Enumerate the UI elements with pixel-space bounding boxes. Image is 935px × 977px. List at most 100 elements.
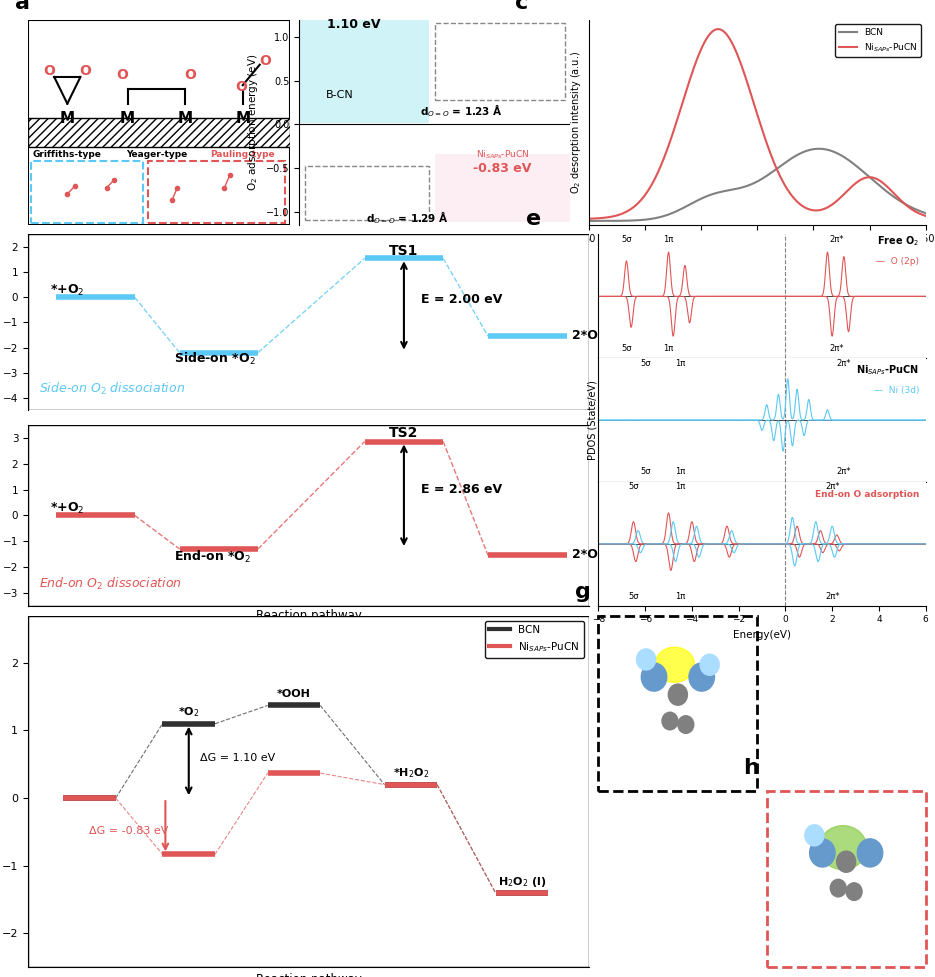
Ni$_{SAPs}$-PuCN: [860, 172, 871, 184]
Text: Pauling-type: Pauling-type: [210, 150, 275, 159]
Text: O: O: [79, 64, 92, 78]
Ni$_{SAPs}$-PuCN: [920, 210, 931, 222]
Text: 2π*: 2π*: [829, 344, 844, 353]
Text: TS1: TS1: [389, 243, 419, 258]
Circle shape: [662, 712, 678, 730]
BCN: [784, 154, 795, 166]
Ni$_{SAPs}$-PuCN: [913, 207, 924, 219]
X-axis label: Temperature (°C): Temperature (°C): [712, 250, 802, 260]
Text: 2π*: 2π*: [837, 359, 851, 368]
BCN: [860, 168, 871, 180]
Bar: [28, 118, 290, 147]
Bar: [31, 161, 143, 223]
Circle shape: [805, 825, 824, 846]
Text: Yeager-type: Yeager-type: [125, 150, 187, 159]
Text: g: g: [574, 582, 590, 602]
Text: O: O: [236, 80, 248, 94]
Circle shape: [857, 839, 883, 867]
Text: *+O$_2$: *+O$_2$: [50, 500, 85, 516]
Text: M: M: [236, 111, 251, 126]
Text: M: M: [60, 111, 75, 126]
Line: BCN: BCN: [589, 149, 926, 221]
Circle shape: [637, 649, 655, 670]
Text: M: M: [120, 111, 135, 126]
Text: O: O: [184, 68, 196, 82]
Bar: [435, 154, 570, 222]
Text: ΔG = -0.83 eV: ΔG = -0.83 eV: [90, 827, 169, 836]
Text: 1π: 1π: [664, 344, 673, 353]
X-axis label: Energy(eV): Energy(eV): [733, 630, 791, 640]
Text: ΔG = 1.10 eV: ΔG = 1.10 eV: [200, 753, 276, 763]
Text: -0.83 eV: -0.83 eV: [473, 162, 532, 175]
Text: 2π*: 2π*: [829, 234, 844, 243]
Text: End-on O adsorption: End-on O adsorption: [814, 489, 919, 499]
Ni$_{SAPs}$-PuCN: [746, 91, 757, 103]
X-axis label: Reaction pathway: Reaction pathway: [255, 973, 362, 977]
Text: Side-on O$_2$ dissociation: Side-on O$_2$ dissociation: [39, 381, 185, 397]
BCN: [743, 180, 755, 191]
Circle shape: [846, 883, 862, 901]
Text: E = 2.00 eV: E = 2.00 eV: [421, 293, 502, 306]
Text: 1π: 1π: [675, 482, 685, 491]
Text: a: a: [15, 0, 30, 14]
Circle shape: [810, 839, 835, 867]
Bar: [435, 23, 565, 100]
Text: 1π: 1π: [675, 359, 685, 368]
Text: 1π: 1π: [675, 592, 685, 601]
Text: Side-on *O$_2$: Side-on *O$_2$: [174, 351, 255, 366]
Text: *OOH: *OOH: [277, 690, 310, 700]
Text: O: O: [259, 54, 271, 67]
Text: B-CN: B-CN: [326, 90, 353, 100]
BCN: [913, 204, 924, 216]
Text: M: M: [178, 111, 193, 126]
Circle shape: [837, 851, 856, 872]
Text: h: h: [742, 758, 758, 778]
Ellipse shape: [654, 647, 695, 682]
Line: Ni$_{SAPs}$-PuCN: Ni$_{SAPs}$-PuCN: [589, 29, 926, 219]
BCN: [813, 143, 825, 154]
Text: Free O$_2$: Free O$_2$: [877, 234, 919, 248]
Text: H$_2$O$_2$ (l): H$_2$O$_2$ (l): [497, 874, 546, 889]
BCN: [745, 179, 756, 191]
Text: 5σ: 5σ: [640, 359, 651, 368]
Text: d$_{O=O}$ = 1.29 Å: d$_{O=O}$ = 1.29 Å: [367, 209, 449, 226]
Text: *H$_2$O$_2$: *H$_2$O$_2$: [393, 767, 429, 781]
Text: Ni$_{SAPs}$-PuCN: Ni$_{SAPs}$-PuCN: [856, 363, 919, 377]
Text: TS2: TS2: [389, 426, 419, 440]
Ni$_{SAPs}$-PuCN: [744, 84, 755, 96]
Ni$_{SAPs}$-PuCN: [767, 151, 778, 163]
Text: End-on *O$_2$: End-on *O$_2$: [174, 548, 252, 565]
Text: 5σ: 5σ: [621, 344, 632, 353]
Text: 5σ: 5σ: [628, 482, 639, 491]
Text: *O$_2$: *O$_2$: [178, 705, 199, 719]
Text: e: e: [526, 208, 541, 229]
Bar: [299, 20, 429, 122]
Text: 5σ: 5σ: [640, 467, 651, 476]
Text: —  O (2p): — O (2p): [876, 257, 919, 266]
Circle shape: [689, 663, 714, 691]
Text: 5σ: 5σ: [628, 592, 639, 601]
Circle shape: [830, 879, 846, 897]
Y-axis label: PDOS (State/eV): PDOS (State/eV): [587, 380, 597, 460]
Text: Griffiths-type: Griffiths-type: [33, 150, 102, 159]
Circle shape: [641, 663, 667, 691]
Ellipse shape: [819, 826, 867, 870]
Text: 1π: 1π: [664, 234, 673, 243]
Y-axis label: O$_2$ adsorption energy (eV): O$_2$ adsorption energy (eV): [247, 54, 261, 191]
Ni$_{SAPs}$-PuCN: [784, 188, 796, 199]
BCN: [766, 167, 777, 179]
Text: 1.10 eV: 1.10 eV: [326, 19, 381, 31]
Legend: BCN, Ni$_{SAPs}$-PuCN: BCN, Ni$_{SAPs}$-PuCN: [485, 620, 583, 658]
Legend: BCN, Ni$_{SAPs}$-PuCN: BCN, Ni$_{SAPs}$-PuCN: [835, 24, 921, 58]
BCN: [920, 207, 931, 219]
Text: O: O: [116, 68, 128, 82]
Text: 2π*: 2π*: [837, 467, 851, 476]
BCN: [583, 215, 595, 227]
Text: 2π*: 2π*: [825, 592, 840, 601]
Text: E = 2.86 eV: E = 2.86 eV: [421, 483, 502, 495]
Ni$_{SAPs}$-PuCN: [712, 23, 724, 35]
Circle shape: [700, 655, 719, 675]
Ni$_{SAPs}$-PuCN: [583, 213, 595, 225]
Text: 2π*: 2π*: [825, 482, 840, 491]
Text: *+O$_2$: *+O$_2$: [50, 282, 85, 298]
